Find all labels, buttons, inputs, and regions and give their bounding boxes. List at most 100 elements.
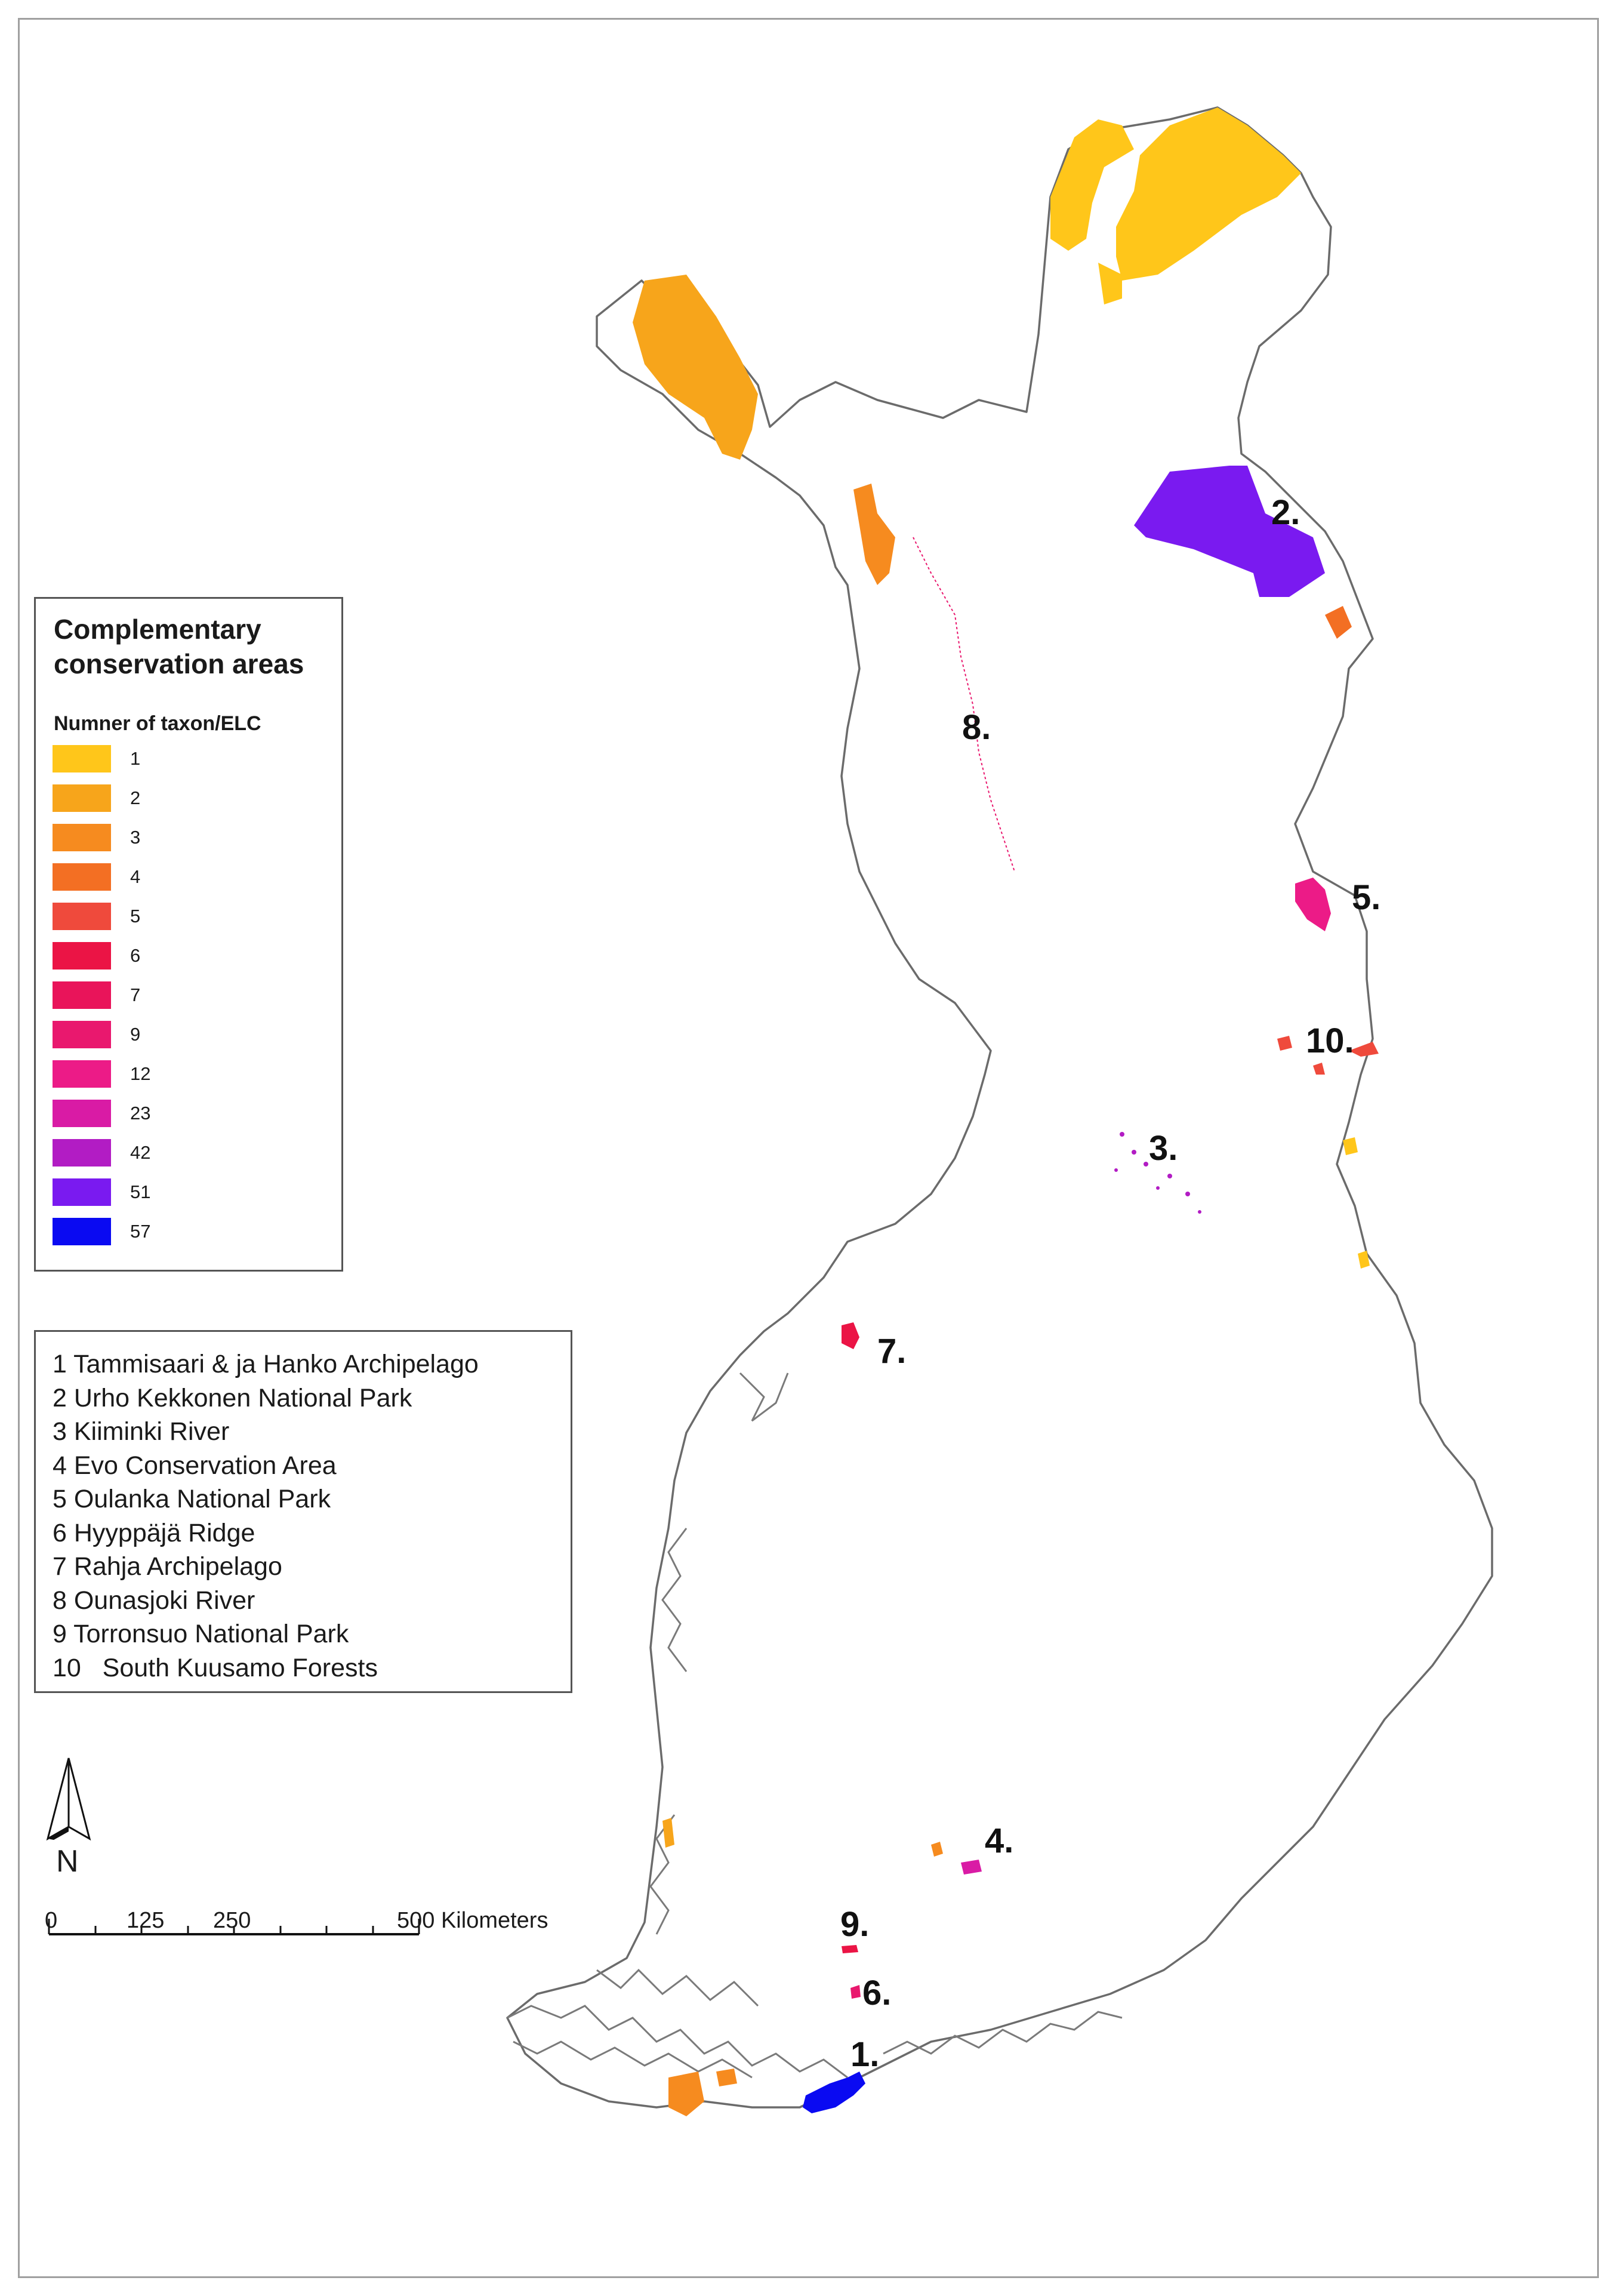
area-evo-orange (931, 1842, 943, 1857)
river-8-ounasjoki (913, 537, 1015, 872)
legend-swatch (53, 1100, 111, 1127)
country-border (506, 106, 1493, 2109)
legend-row: 1 (53, 739, 341, 778)
legend-value: 12 (130, 1063, 151, 1084)
area-name-item: 6 Hyyppäjä Ridge (53, 1518, 255, 1547)
legend-row: 3 (53, 818, 341, 857)
scale-label-500: 500 Kilometers (397, 1908, 548, 1933)
scale-label-0: 0 (45, 1908, 58, 1933)
area-name-item: 5 Oulanka National Park (53, 1485, 331, 1513)
legend-value: 42 (130, 1142, 151, 1163)
area-north-1a (1050, 119, 1134, 251)
map-label-6: 6. (862, 1974, 892, 2012)
area-10-a (1277, 1036, 1292, 1051)
legend-value: 9 (130, 1024, 141, 1045)
area-5-oulanka (1295, 878, 1331, 931)
map-label-10: 10. (1306, 1021, 1354, 1060)
scale-label-250: 250 (213, 1908, 251, 1933)
area-name-item: 8 Ounasjoki River (53, 1586, 255, 1615)
legend-row: 5 (53, 897, 341, 936)
legend-row: 23 (53, 1094, 341, 1133)
area-names-box: 1 Tammisaari & ja Hanko Archipelago 2 Urh… (34, 1330, 572, 1693)
area-name-item: 9 Torronsuo National Park (53, 1620, 349, 1648)
legend-row: 57 (53, 1212, 341, 1251)
area-northwest-2 (633, 275, 758, 460)
legend-value: 1 (130, 748, 141, 769)
area-1-tammisaari (803, 2072, 865, 2113)
map-label-9: 9. (840, 1905, 870, 1944)
north-arrow-icon (46, 1758, 91, 1841)
area-west-1 (662, 1818, 674, 1848)
area-3-north (853, 484, 895, 585)
legend-swatch (53, 784, 111, 812)
area-southwest-3b (716, 2069, 737, 2086)
legend-value: 5 (130, 906, 141, 927)
conservation-areas (633, 107, 1379, 2116)
area-southwest-3 (668, 2072, 704, 2116)
legend-swatch (53, 1218, 111, 1245)
area-name-item: 1 Tammisaari & ja Hanko Archipelago (53, 1350, 479, 1378)
legend-row: 7 (53, 975, 341, 1015)
legend-box: Complementary conservation areas Numner … (34, 597, 343, 1272)
legend-swatch (53, 1021, 111, 1048)
scale-bar (48, 1919, 420, 1935)
area-1-east2 (1358, 1251, 1370, 1269)
legend-swatch (53, 903, 111, 930)
map-label-3: 3. (1149, 1129, 1178, 1168)
area-north-1c (1098, 263, 1122, 304)
legend-swatch (53, 1178, 111, 1206)
legend-swatch (53, 1139, 111, 1167)
legend-swatch (53, 745, 111, 772)
map-label-4: 4. (985, 1821, 1014, 1860)
legend-value: 57 (130, 1221, 151, 1242)
area-4-east (1325, 606, 1352, 639)
legend-title-line1: Complementary (54, 614, 261, 645)
area-4-evo (961, 1860, 982, 1875)
area-name-item: 2 Urho Kekkonen National Park (53, 1383, 412, 1412)
legend-row: 9 (53, 1015, 341, 1054)
area-name-item: 3 Kiiminki River (53, 1417, 230, 1446)
map-label-8: 8. (962, 708, 991, 747)
map-label-5: 5. (1352, 878, 1381, 917)
north-label: N (56, 1844, 79, 1879)
legend-row: 12 (53, 1054, 341, 1094)
legend-title-line2: conservation areas (54, 648, 304, 679)
legend-swatch (53, 863, 111, 891)
legend-rows: 1 2 3 4 5 6 7 9 12 23 42 51 57 (53, 739, 341, 1251)
legend-value: 3 (130, 827, 141, 848)
legend-subtitle: Numner of taxon/ELC (54, 712, 261, 735)
legend-row: 51 (53, 1172, 341, 1212)
legend-swatch (53, 981, 111, 1009)
area-7-rahja (842, 1322, 859, 1349)
legend-swatch (53, 942, 111, 970)
legend-value: 23 (130, 1103, 151, 1124)
river-3-kiiminki (1114, 1132, 1201, 1214)
area-10-b (1313, 1063, 1325, 1075)
legend-value: 2 (130, 787, 141, 808)
area-10-c (1349, 1042, 1379, 1057)
area-north-1b (1116, 107, 1301, 281)
legend-row: 6 (53, 936, 341, 975)
map-label-7: 7. (877, 1332, 907, 1371)
legend-swatch (53, 1060, 111, 1088)
legend-value: 7 (130, 984, 141, 1005)
area-2-uk (1134, 466, 1325, 597)
legend-value: 51 (130, 1181, 151, 1202)
legend-row: 2 (53, 778, 341, 818)
area-9-torronsuo (842, 1945, 858, 1953)
legend-value: 4 (130, 866, 141, 887)
legend-swatch (53, 824, 111, 851)
area-1-east (1343, 1137, 1358, 1155)
area-name-item: 4 Evo Conservation Area (53, 1451, 337, 1480)
area-name-item: 7 Rahja Archipelago (53, 1552, 282, 1581)
archipelago-south (507, 1372, 1123, 2079)
map-frame (18, 18, 1599, 2278)
area-name-item: 10 South Kuusamo Forests (53, 1653, 378, 1682)
map-label-2: 2. (1271, 493, 1300, 532)
legend-value: 6 (130, 945, 141, 966)
legend-row: 4 (53, 857, 341, 897)
scale-label-125: 125 (127, 1908, 165, 1933)
map-label-1: 1. (850, 2035, 880, 2074)
legend-row: 42 (53, 1133, 341, 1172)
